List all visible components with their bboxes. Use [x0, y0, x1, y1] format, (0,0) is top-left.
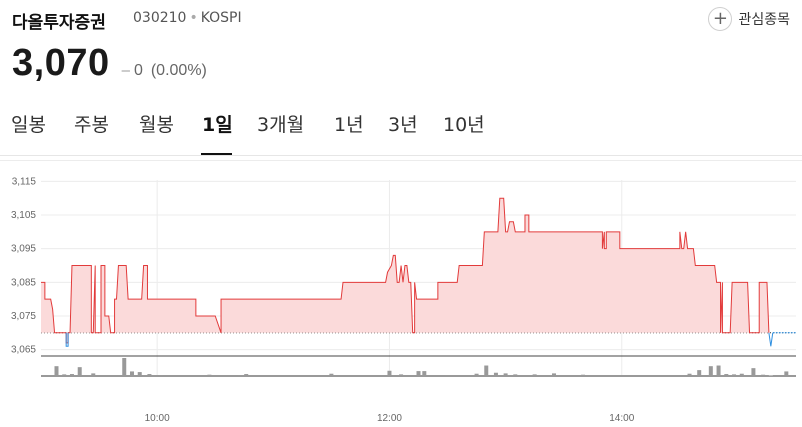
volume-bar: [552, 373, 557, 376]
volume-bar: [422, 371, 427, 376]
price-line-main: [41, 197, 770, 344]
price-line-closing: [768, 332, 774, 347]
volume-bar: [122, 358, 127, 376]
volume-bar: [91, 373, 96, 376]
y-axis-labels: 3,115 3,105 3,095 3,085 3,075 3,065: [11, 176, 36, 355]
price-row: 3,070 – 0 (0.00%): [12, 42, 207, 86]
stock-market: KOSPI: [200, 10, 242, 26]
volume-bar: [716, 365, 721, 376]
volume-bar: [687, 373, 692, 376]
volume-bar: [532, 374, 537, 376]
volume-bar: [69, 374, 74, 376]
plus-icon: +: [708, 7, 733, 31]
price-area: [41, 198, 769, 343]
volume-bar: [503, 373, 508, 376]
volume-bar: [129, 371, 134, 376]
tab-3years[interactable]: 3년: [388, 114, 418, 136]
volume-bar: [739, 373, 744, 376]
volume-bar: [474, 373, 479, 376]
stock-meta: 030210 • KOSPI: [133, 10, 242, 26]
no-change-icon: –: [121, 62, 130, 79]
tab-monthly[interactable]: 월봉: [139, 114, 174, 136]
intraday-price-chart[interactable]: 3,115 3,105 3,095 3,085 3,075 3,065 10:00 12:0…: [0, 160, 802, 427]
price-line-dip: [65, 332, 69, 347]
volume-bar: [416, 371, 421, 376]
volume-bar: [708, 366, 713, 376]
volume-bar: [54, 366, 59, 376]
volume-bar: [493, 372, 498, 376]
current-price: 3,070: [12, 42, 110, 84]
x-tick-label: 14:00: [609, 413, 634, 424]
y-tick-label: 3,115: [12, 176, 37, 187]
volume-bar: [751, 368, 756, 376]
x-tick-label: 12:00: [377, 413, 402, 424]
separator-dot: •: [189, 10, 198, 26]
watchlist-label: 관심종목: [738, 12, 790, 28]
y-tick-label: 3,105: [11, 210, 36, 221]
tab-3months[interactable]: 3개월: [257, 114, 305, 136]
tab-1day[interactable]: 1일: [202, 114, 233, 136]
volume-bar: [724, 374, 729, 376]
volume-bar: [768, 375, 773, 376]
volume-bar: [137, 372, 142, 376]
volume-bar: [784, 371, 789, 376]
x-tick-label: 10:00: [145, 413, 170, 424]
volume-bar: [697, 370, 702, 376]
y-tick-label: 3,075: [11, 311, 36, 322]
tab-10years[interactable]: 10년: [443, 114, 485, 136]
y-tick-label: 3,065: [11, 345, 36, 356]
change-value: 0: [133, 62, 143, 79]
y-tick-label: 3,085: [11, 277, 36, 288]
volume-bar: [77, 367, 82, 376]
change-percent: (0.00%): [150, 62, 207, 79]
stock-name: 다올투자증권: [12, 13, 106, 33]
x-axis-labels: 10:00 12:00 14:00: [145, 413, 635, 424]
volume-bar: [732, 374, 737, 376]
volume-bar: [48, 375, 53, 376]
volume-bar: [387, 370, 392, 376]
active-tab-indicator: [201, 153, 232, 155]
volume-bar: [581, 374, 586, 376]
volume-bars: [48, 358, 789, 376]
volume-bar: [207, 374, 212, 376]
volume-bar: [244, 374, 249, 376]
volume-bar: [238, 375, 243, 376]
volume-bar: [513, 374, 518, 376]
period-tabs: 일봉 주봉 월봉 1일 3개월 1년 3년 10년: [0, 104, 802, 156]
volume-bar: [147, 374, 152, 376]
volume-bar: [62, 374, 67, 376]
price-lines: [41, 197, 796, 347]
volume-bar: [484, 365, 489, 376]
tab-daily[interactable]: 일봉: [11, 114, 46, 136]
volume-bar: [445, 375, 450, 376]
stock-code: 030210: [133, 10, 187, 26]
volume-bar: [761, 374, 766, 376]
volume-bar: [159, 375, 164, 376]
price-area-fill: [41, 198, 769, 343]
volume-bar: [399, 374, 404, 376]
tab-weekly[interactable]: 주봉: [74, 114, 109, 136]
tabs-divider: [0, 155, 802, 156]
volume-bar: [329, 373, 334, 376]
stock-header: 다올투자증권 030210 • KOSPI + 관심종목: [12, 6, 790, 33]
watchlist-button[interactable]: + 관심종목: [708, 6, 790, 32]
y-tick-label: 3,095: [11, 244, 36, 255]
tab-1year[interactable]: 1년: [334, 114, 364, 136]
